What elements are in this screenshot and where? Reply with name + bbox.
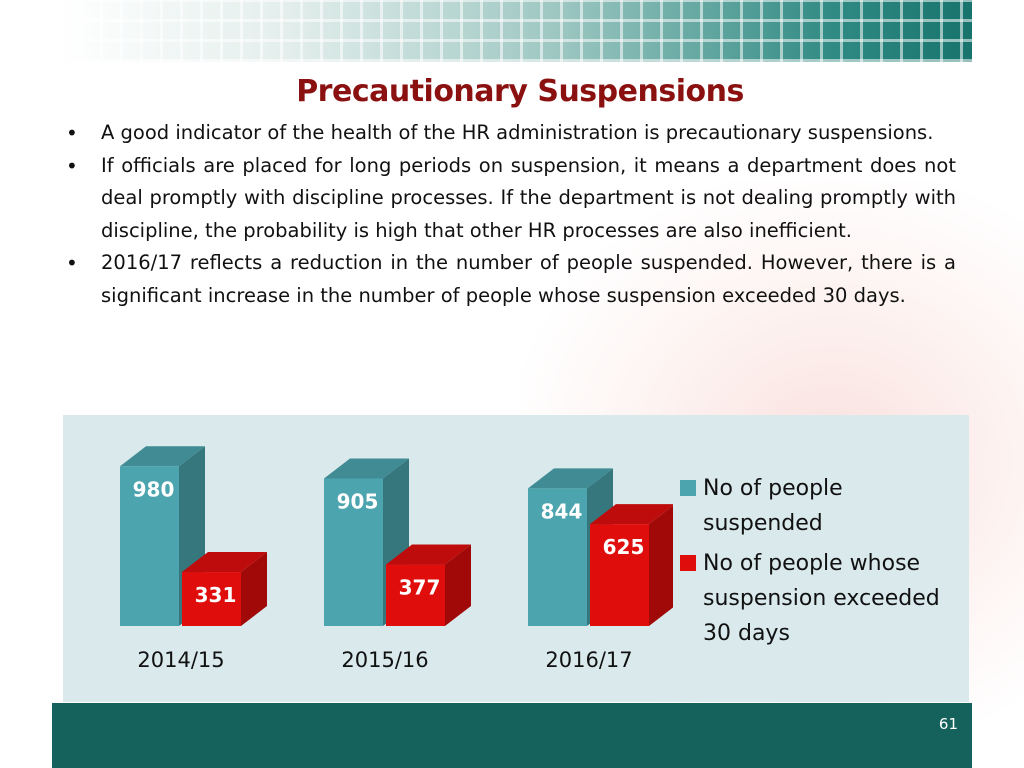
bar-chart: 980 331 2014/15 905 377 2015/16 844 625 2016/17 — [120, 446, 673, 672]
page-number: 61 — [938, 715, 958, 733]
data-label: 905 — [337, 489, 379, 513]
bar-side — [241, 552, 267, 626]
bar — [182, 572, 241, 626]
data-label: 625 — [603, 535, 645, 559]
chart-legend: No of people suspended No of people whos… — [678, 471, 968, 656]
bar — [120, 466, 179, 626]
category-label: 2014/15 — [137, 648, 224, 672]
bullet-item: If officials are placed for long periods… — [66, 150, 956, 248]
bullet-list: A good indicator of the health of the HR… — [66, 117, 956, 312]
footer-band: 61 — [52, 703, 972, 768]
data-label: 377 — [399, 576, 441, 600]
header-tile-pattern — [60, 0, 972, 62]
bar-top — [324, 458, 409, 479]
legend-label: No of people whose suspension exceeded 3… — [703, 551, 940, 646]
bullet-item: 2016/17 reflects a reduction in the numb… — [66, 247, 956, 312]
bar-top — [120, 446, 205, 467]
legend-swatch — [680, 480, 696, 496]
bar-side — [649, 505, 673, 626]
data-label: 980 — [133, 477, 175, 501]
legend-item-suspended: No of people suspended — [678, 471, 968, 541]
legend-item-exceeded: No of people whose suspension exceeded 3… — [678, 546, 968, 651]
bullet-item: A good indicator of the health of the HR… — [66, 117, 956, 150]
data-label: 331 — [195, 583, 237, 607]
legend-label: No of people suspended — [703, 476, 843, 536]
legend-swatch — [680, 555, 696, 571]
bar-top — [182, 552, 267, 573]
bar — [528, 488, 587, 626]
header-band — [60, 0, 972, 62]
data-label: 844 — [541, 499, 583, 523]
category-label: 2016/17 — [545, 648, 632, 672]
bar-side — [445, 544, 471, 626]
slide-title: Precautionary Suspensions — [296, 74, 744, 109]
category-label: 2015/16 — [341, 648, 428, 672]
bar — [386, 564, 445, 626]
bar — [324, 478, 383, 626]
bar-top — [590, 504, 673, 525]
bar-top — [528, 468, 613, 489]
bar — [590, 524, 649, 626]
bar-top — [386, 544, 471, 565]
